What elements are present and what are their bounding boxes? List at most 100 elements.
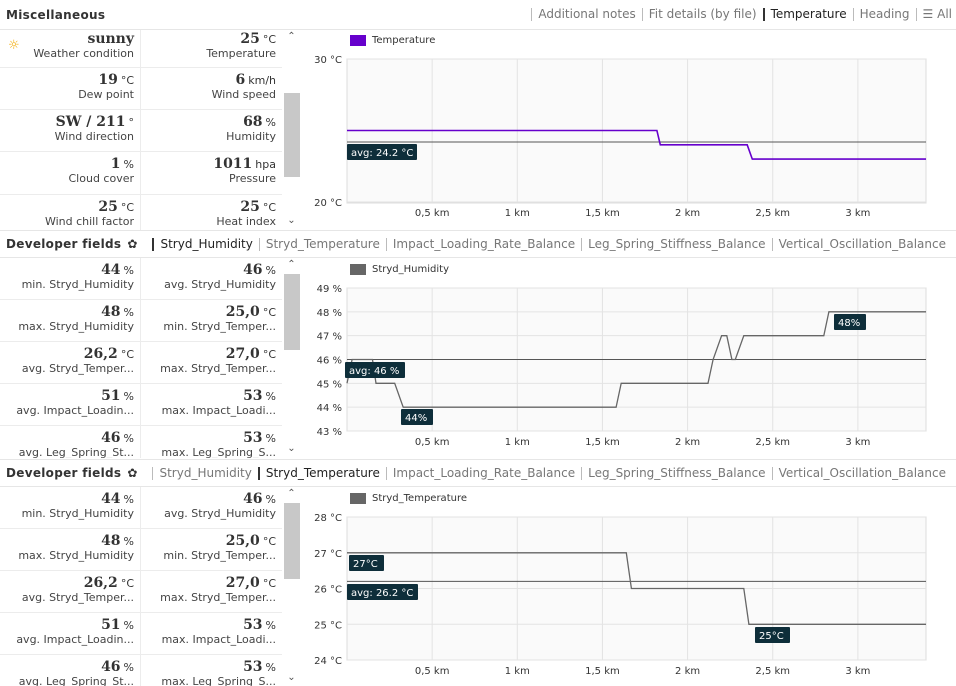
max-flag-bg <box>349 555 384 571</box>
x-tick-label: 0,5 km <box>415 437 450 448</box>
temperature-label: Temperature <box>206 47 276 60</box>
field-value: 25,0 °C <box>225 533 276 549</box>
weather-condition-label: Weather condition <box>33 47 134 60</box>
field-label: max. Stryd_Temper... <box>160 591 276 604</box>
max-flag-text: 27°C <box>353 559 378 570</box>
avg-flag-bg <box>345 362 405 378</box>
field-label: avg. Leg_Spring_St... <box>18 675 134 686</box>
avg-flag-bg <box>347 144 417 160</box>
chart-legend[interactable]: Stryd_Temperature <box>350 493 467 504</box>
gear-icon[interactable]: ✿ <box>127 466 138 480</box>
tab-vertical-oscillation-balance[interactable]: Vertical_Oscillation_Balance <box>771 238 952 251</box>
avg-flag: avg: 24.2 °C <box>347 144 417 160</box>
x-tick-label: 3 km <box>845 208 870 219</box>
value-cell: 1% Cloud cover <box>0 152 141 195</box>
y-tick-label: 43 % <box>317 427 342 438</box>
dev2-scrollbar[interactable]: ⌃ ⌄ <box>283 487 300 686</box>
field-label: avg. Stryd_Temper... <box>21 591 134 604</box>
heat-index-label: Heat index <box>216 215 276 228</box>
stryd-temperature-chart[interactable]: Stryd_Temperature 0,5 km 1 km 1,5 km 2 km 2,… <box>300 487 956 686</box>
scroll-down-icon[interactable]: ⌄ <box>287 215 296 226</box>
y-tick-label: 44 % <box>317 403 342 414</box>
temperature-chart[interactable]: Temperature 0,5 km 1 km 1,5 km 2 km 2,5 km 3 … <box>300 30 956 230</box>
min-flag-text: 44% <box>405 413 427 424</box>
misc-scrollbar[interactable]: ⌃ ⌄ <box>283 30 300 230</box>
x-tick-label: 1 km <box>505 208 530 219</box>
scroll-up-icon[interactable]: ⌃ <box>287 488 296 499</box>
field-label: avg. Stryd_Humidity <box>164 507 276 520</box>
wind-direction-value: SW / 211 ° <box>55 114 134 130</box>
scroll-up-icon[interactable]: ⌃ <box>287 31 296 42</box>
value-cell: 27,0 °C max. Stryd_Temper... <box>141 342 282 384</box>
scroll-up-icon[interactable]: ⌃ <box>287 259 296 270</box>
tab-temperature[interactable]: Temperature <box>762 8 853 21</box>
x-tick-label: 1,5 km <box>585 437 620 448</box>
stryd-humidity-chart[interactable]: Stryd_Humidity 0,5 km 1 km 1,5 km 2 km 2,5 k… <box>300 258 956 458</box>
chart-legend[interactable]: Temperature <box>350 35 435 46</box>
tab-leg-spring-stiffness-balance[interactable]: Leg_Spring_Stiffness_Balance <box>581 238 771 251</box>
misc-values-panel[interactable]: ☼ sunny Weather condition 25 °C Temperatu… <box>0 30 300 230</box>
y-tick-label: 46 % <box>317 356 342 367</box>
field-label: max. Impact_Loadi... <box>161 404 276 417</box>
tab-stryd-humidity[interactable]: Stryd_Humidity <box>152 238 258 251</box>
tab-additional-notes[interactable]: Additional notes <box>531 8 641 21</box>
legend-label: Temperature <box>372 35 436 46</box>
scrollbar-thumb[interactable] <box>284 274 300 350</box>
dev2-values-panel[interactable]: 44% min. Stryd_Humidity 46% avg. Stryd_Humi… <box>0 487 300 686</box>
value-cell: 25 °C Temperature <box>141 30 282 68</box>
x-tick-label: 2 km <box>675 437 700 448</box>
x-tick-label: 2,5 km <box>755 666 790 677</box>
x-tick-label: 3 km <box>845 437 870 448</box>
dev1-values-panel[interactable]: 44% min. Stryd_Humidity 46% avg. Stryd_Humi… <box>0 258 300 458</box>
field-value: 44% <box>101 262 134 278</box>
tab-stryd-humidity[interactable]: Stryd_Humidity <box>152 467 257 480</box>
stryd-temperature-plot: 0,5 km 1 km 1,5 km 2 km 2,5 km 3 km 28 °C 27 °C… <box>314 513 927 677</box>
scroll-down-icon[interactable]: ⌄ <box>287 443 296 454</box>
scrollbar-thumb[interactable] <box>284 503 300 579</box>
tab-heading[interactable]: Heading <box>852 8 916 21</box>
y-tick-label: 47 % <box>317 332 342 343</box>
dev1-scrollbar[interactable]: ⌃ ⌄ <box>283 258 300 458</box>
y-tick-label: 25 °C <box>314 620 342 631</box>
tab-impact-loading-rate-balance[interactable]: Impact_Loading_Rate_Balance <box>385 467 581 480</box>
field-value: 25,0 °C <box>225 304 276 320</box>
wind-chill-label: Wind chill factor <box>44 215 134 228</box>
tab-stryd-temperature[interactable]: Stryd_Temperature <box>257 467 386 480</box>
value-cell: 48% max. Stryd_Humidity <box>0 529 141 571</box>
tab-all[interactable]: ☰ All <box>915 8 952 21</box>
field-label: max. Stryd_Humidity <box>18 320 134 333</box>
value-cell: 26,2 °C avg. Stryd_Temper... <box>0 571 141 613</box>
cloud-cover-label: Cloud cover <box>68 172 135 185</box>
value-cell: 6 km/h Wind speed <box>141 68 282 110</box>
misc-header: Miscellaneous Additional notes Fit detai… <box>0 0 956 30</box>
pressure-label: Pressure <box>229 172 276 185</box>
avg-flag: avg: 26.2 °C <box>347 584 418 600</box>
field-label: avg. Impact_Loadin... <box>16 404 134 417</box>
scroll-down-icon[interactable]: ⌄ <box>287 672 296 683</box>
field-label: avg. Leg_Spring_St... <box>18 446 134 458</box>
tab-stryd-temperature[interactable]: Stryd_Temperature <box>258 238 386 251</box>
value-cell: 53% max. Impact_Loadi... <box>141 613 282 655</box>
field-label: min. Stryd_Temper... <box>163 549 276 562</box>
y-tick-label: 45 % <box>317 379 342 390</box>
value-cell: 68% Humidity <box>141 110 282 152</box>
scrollbar-thumb[interactable] <box>284 93 300 177</box>
field-value: 53% <box>243 659 276 675</box>
min-flag-text: 25°C <box>759 631 784 642</box>
tab-leg-spring-stiffness-balance[interactable]: Leg_Spring_Stiffness_Balance <box>581 467 771 480</box>
field-value: 53% <box>243 430 276 446</box>
tab-vertical-oscillation-balance[interactable]: Vertical_Oscillation_Balance <box>771 467 952 480</box>
field-label: max. Leg_Spring_S... <box>161 446 276 458</box>
series-line <box>347 129 926 160</box>
field-label: max. Stryd_Humidity <box>18 549 134 562</box>
field-value: 53% <box>243 617 276 633</box>
field-value: 27,0 °C <box>225 575 276 591</box>
field-value: 51% <box>101 388 134 404</box>
chart-legend[interactable]: Stryd_Humidity <box>350 264 449 275</box>
gear-icon[interactable]: ✿ <box>127 237 138 251</box>
tab-fit-details[interactable]: Fit details (by file) <box>641 8 763 21</box>
legend-swatch <box>350 493 366 504</box>
tab-impact-loading-rate-balance[interactable]: Impact_Loading_Rate_Balance <box>385 238 581 251</box>
dev1-title: Developer fields ✿ <box>6 237 138 251</box>
dew-point-label: Dew point <box>78 88 134 101</box>
